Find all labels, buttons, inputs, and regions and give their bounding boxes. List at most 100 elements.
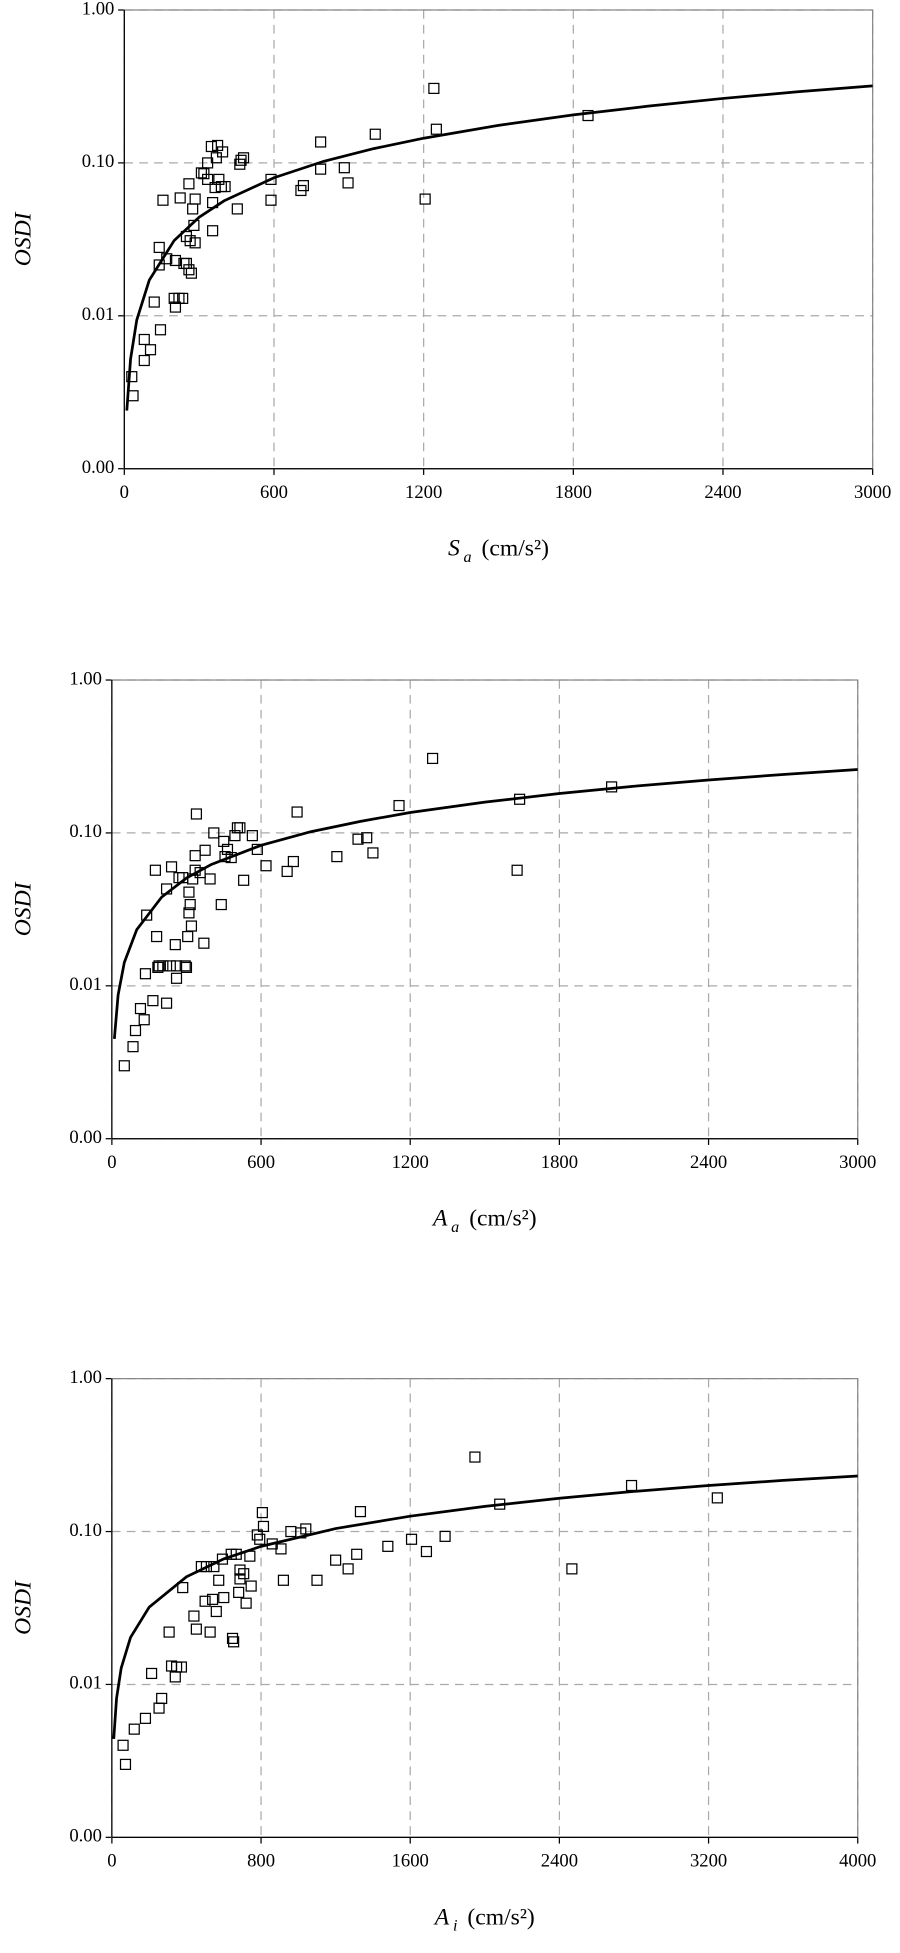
plot-frame bbox=[123, 9, 874, 470]
data-point bbox=[207, 225, 219, 237]
data-point bbox=[144, 344, 157, 356]
x-tick-label: 3000 bbox=[839, 1152, 876, 1173]
data-point bbox=[147, 995, 159, 1007]
data-point bbox=[260, 860, 272, 872]
data-point bbox=[204, 1626, 216, 1638]
data-point bbox=[127, 390, 139, 402]
data-point bbox=[134, 1002, 147, 1015]
data-point bbox=[183, 886, 195, 898]
data-point bbox=[199, 844, 211, 856]
data-point bbox=[238, 874, 250, 886]
data-point bbox=[148, 296, 160, 308]
data-point bbox=[184, 898, 196, 911]
data-point bbox=[195, 167, 207, 179]
data-point bbox=[342, 1563, 354, 1575]
data-point bbox=[208, 827, 220, 839]
data-point bbox=[300, 1523, 312, 1535]
data-point bbox=[228, 1636, 240, 1648]
data-point bbox=[256, 1507, 268, 1519]
data-point bbox=[419, 193, 431, 205]
data-point bbox=[382, 1540, 394, 1552]
data-point bbox=[169, 1671, 181, 1683]
data-point bbox=[180, 257, 193, 270]
chart: 0 800 1600 2400 3200 4000 0.00 0.01 0.10 1.00 OSDI… bbox=[10, 1367, 876, 1935]
data-point bbox=[257, 1520, 270, 1533]
data-point bbox=[179, 960, 191, 972]
data-point bbox=[291, 806, 303, 818]
data-point bbox=[215, 898, 227, 911]
data-point bbox=[213, 1574, 225, 1586]
x-label-unit: (cm/s²) bbox=[467, 1904, 534, 1930]
x-label-unit: (cm/s²) bbox=[469, 1206, 536, 1232]
data-point bbox=[164, 960, 176, 972]
y-tick-label: 0.10 bbox=[82, 151, 115, 172]
data-point bbox=[199, 1595, 211, 1607]
x-tick-label: 2400 bbox=[541, 1850, 578, 1871]
data-point bbox=[342, 177, 354, 189]
x-tick-label: 3200 bbox=[690, 1850, 727, 1871]
x-tick-label: 0 bbox=[120, 482, 129, 503]
x-label-subscript: a bbox=[451, 1219, 459, 1236]
y-tick-label: 1.00 bbox=[82, 0, 115, 19]
data-point bbox=[160, 997, 173, 1009]
data-point bbox=[219, 180, 231, 193]
data-point bbox=[315, 163, 327, 175]
x-tick-label: 0 bbox=[107, 1152, 116, 1173]
data-point bbox=[361, 832, 373, 844]
data-point bbox=[189, 850, 201, 862]
data-point bbox=[180, 961, 193, 973]
data-point bbox=[427, 752, 439, 765]
data-point bbox=[233, 1586, 245, 1598]
data-point bbox=[117, 1739, 129, 1751]
y-tick-label: 0.01 bbox=[69, 1673, 102, 1694]
y-tick-label: 0.01 bbox=[82, 304, 115, 325]
fit-curve bbox=[113, 768, 858, 1039]
data-point bbox=[190, 1623, 202, 1635]
x-label-symbol: S bbox=[448, 536, 460, 562]
data-point bbox=[430, 123, 442, 135]
data-point bbox=[169, 254, 182, 267]
data-point bbox=[218, 1591, 230, 1604]
data-point bbox=[138, 354, 150, 367]
x-tick-label: 1200 bbox=[392, 1152, 429, 1173]
data-point bbox=[469, 1451, 481, 1463]
data-point bbox=[175, 1661, 188, 1673]
y-tick-label: 1.00 bbox=[69, 668, 102, 689]
data-point bbox=[119, 1758, 132, 1770]
y-tick-label: 0.10 bbox=[69, 821, 102, 842]
data-point bbox=[351, 1548, 363, 1560]
data-point bbox=[183, 178, 195, 190]
data-point bbox=[245, 1580, 257, 1592]
data-point bbox=[281, 865, 293, 878]
y-tick-label: 0.00 bbox=[82, 457, 115, 478]
data-point bbox=[511, 864, 523, 876]
data-point bbox=[154, 324, 167, 336]
data-point bbox=[156, 1692, 168, 1705]
y-tick-label: 0.01 bbox=[69, 974, 102, 995]
x-tick-label: 800 bbox=[247, 1850, 275, 1871]
data-point bbox=[126, 371, 138, 383]
data-point bbox=[185, 920, 198, 932]
data-point bbox=[367, 847, 379, 859]
data-point bbox=[405, 1533, 418, 1545]
data-point bbox=[157, 194, 169, 206]
data-point bbox=[174, 192, 186, 204]
x-tick-label: 2400 bbox=[690, 1152, 727, 1173]
data-point bbox=[141, 909, 153, 921]
data-point bbox=[177, 1581, 189, 1594]
data-point bbox=[187, 203, 199, 215]
data-point bbox=[153, 1702, 165, 1714]
data-point bbox=[566, 1563, 578, 1575]
data-point bbox=[238, 1568, 250, 1580]
data-point bbox=[237, 152, 250, 164]
data-point bbox=[231, 203, 243, 215]
data-point bbox=[170, 972, 183, 984]
x-tick-label: 600 bbox=[260, 482, 288, 503]
y-axis-label: OSDI bbox=[10, 211, 36, 266]
data-point bbox=[221, 843, 234, 856]
data-point bbox=[369, 128, 381, 140]
data-point bbox=[218, 835, 230, 848]
data-point bbox=[183, 264, 195, 276]
